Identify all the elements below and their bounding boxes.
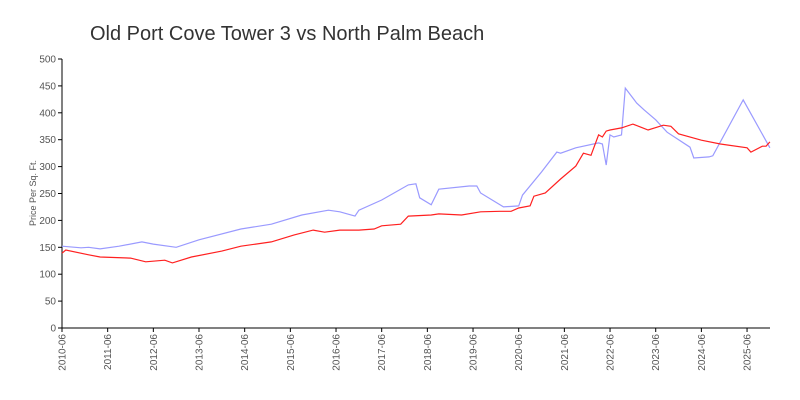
y-tick-label: 300 — [39, 162, 56, 173]
x-tick-label: 2013-06 — [195, 334, 206, 371]
x-tick-label: 2014-06 — [240, 334, 251, 371]
x-tick-label: 2016-06 — [332, 334, 343, 371]
x-tick-label: 2021-06 — [560, 334, 571, 371]
x-tick-label: 2024-06 — [697, 334, 708, 371]
y-tick-label: 450 — [39, 81, 56, 92]
x-tick-label: 2020-06 — [514, 334, 525, 371]
axes: 0 50 100 150 200 250 300 350 400 450 500 2010-06 201… — [39, 55, 770, 371]
y-tick-label: 500 — [39, 55, 56, 66]
chart-title: Old Port Cove Tower 3 vs North Palm Beac… — [90, 23, 484, 45]
y-tick-label: 0 — [50, 324, 56, 335]
series-line-2 — [61, 123, 771, 264]
x-tick-label: 2025-06 — [743, 334, 754, 371]
y-tick-label: 50 — [45, 297, 57, 308]
y-tick-label: 350 — [39, 135, 56, 146]
x-tick-label: 2012-06 — [149, 334, 160, 371]
x-tick-label: 2011-06 — [103, 334, 114, 370]
x-tick-label: 2010-06 — [58, 334, 69, 371]
y-tick-label: 250 — [39, 189, 56, 200]
y-axis-label: Price Per Sq. Ft. — [28, 160, 38, 226]
y-tick-label: 200 — [39, 216, 56, 227]
y-tick-label: 150 — [39, 243, 56, 254]
y-tick-label: 100 — [39, 270, 56, 281]
series-lines — [61, 86, 771, 264]
x-tick-label: 2022-06 — [606, 334, 617, 371]
x-tick-label: 2017-06 — [377, 334, 388, 371]
x-tick-label: 2015-06 — [286, 334, 297, 371]
y-tick-label: 400 — [39, 108, 56, 119]
series-line-1 — [61, 86, 771, 250]
x-tick-label: 2019-06 — [469, 334, 480, 371]
x-tick-label: 2018-06 — [423, 334, 434, 371]
x-tick-label: 2023-06 — [651, 334, 662, 371]
